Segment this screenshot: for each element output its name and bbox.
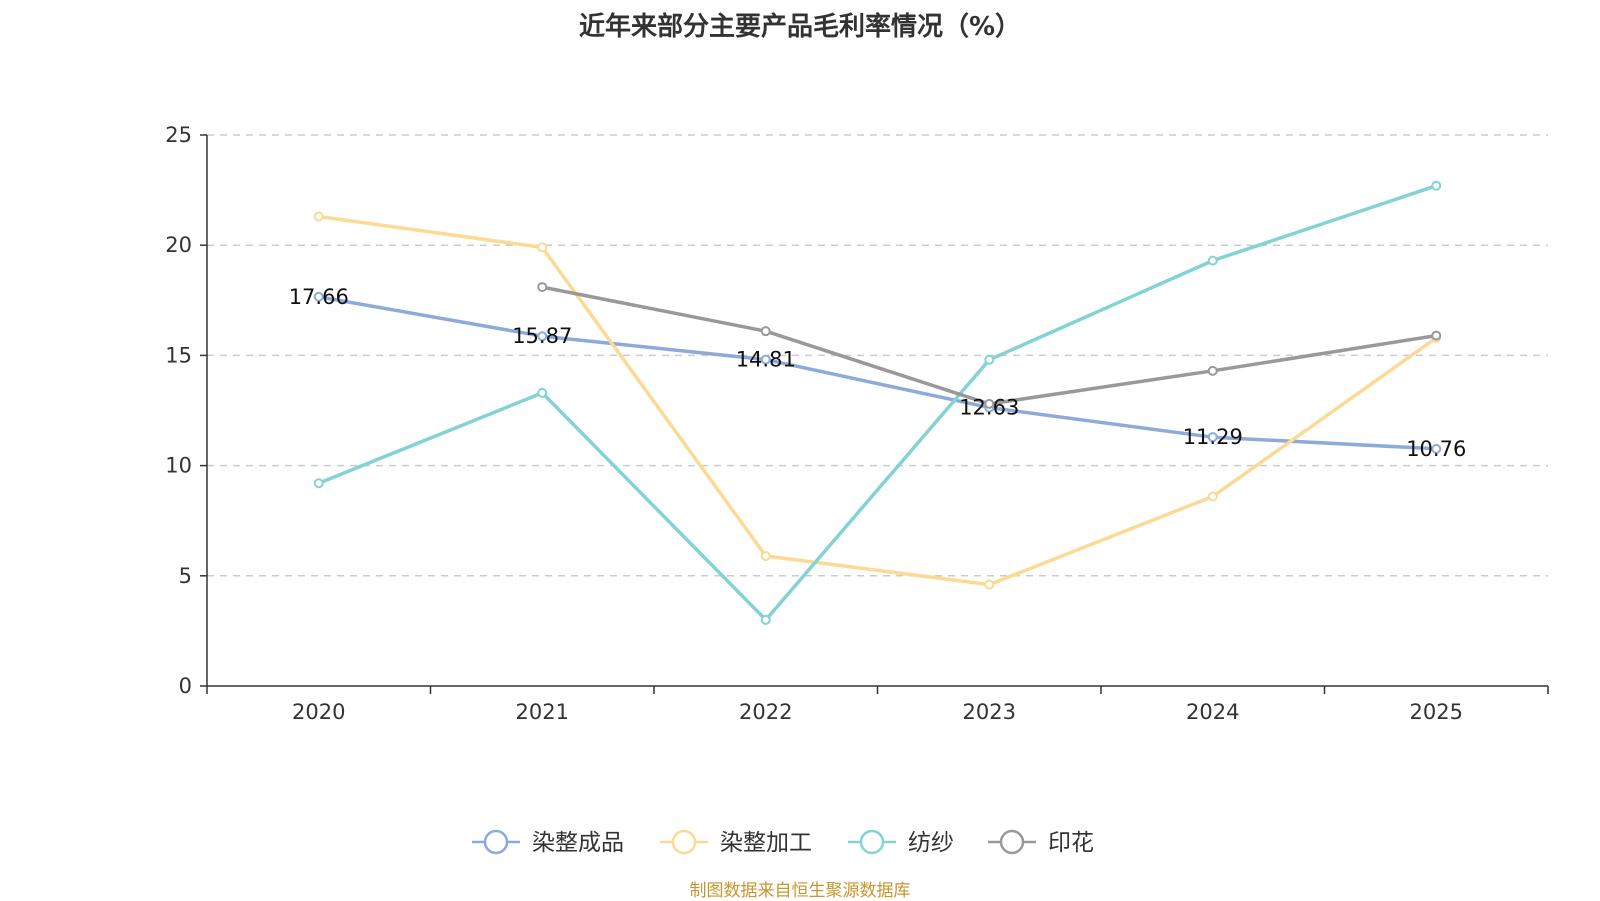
data-point-s4-2024 — [1207, 365, 1218, 376]
legend-label: 印花 — [1048, 830, 1094, 856]
series-line-4 — [540, 285, 1439, 406]
legend-item-3: 纺纱 — [848, 829, 954, 856]
data-point-s3-2020 — [313, 478, 324, 489]
y-tick-label: 15 — [165, 343, 192, 367]
data-labels: 17.66 15.87 14.81 12.63 11.29 10.76 — [289, 285, 1467, 461]
grid-lines — [207, 134, 1548, 577]
series-line-2 — [317, 214, 1439, 587]
series-line-3 — [317, 183, 1439, 622]
data-label-2022: 14.81 — [736, 348, 796, 372]
x-tick-label-2024: 2024 — [1186, 700, 1239, 724]
legend-item-2: 染整加工 — [660, 829, 812, 856]
data-label-2020: 17.66 — [289, 285, 349, 309]
data-point-s3-2024 — [1207, 255, 1218, 266]
data-point-s2-2023 — [984, 579, 995, 590]
x-tick-label-2020: 2020 — [292, 700, 345, 724]
y-tick-label: 10 — [165, 454, 192, 478]
data-point-s1-2024 — [1207, 432, 1218, 443]
data-point-s4-2025 — [1431, 330, 1442, 341]
source-note: 制图数据来自恒生聚源数据库 — [689, 881, 911, 901]
data-point-s2-2021 — [537, 242, 548, 253]
data-point-s4-2022 — [760, 326, 771, 337]
legend: 染整成品 染整加工 纺纱 印花 — [472, 829, 1094, 856]
series-lines — [313, 180, 1442, 625]
data-point-s4-2021 — [537, 282, 548, 293]
x-tick-label-2022: 2022 — [739, 700, 792, 724]
data-point-s2-2024 — [1207, 491, 1218, 502]
data-point-s3-2025 — [1431, 180, 1442, 191]
legend-label: 染整成品 — [532, 830, 624, 856]
data-point-s4-2023 — [984, 398, 995, 409]
data-point-s3-2022 — [760, 614, 771, 625]
data-label-2025: 10.76 — [1406, 437, 1466, 461]
legend-label: 纺纱 — [908, 830, 954, 856]
x-tick-label-2023: 2023 — [963, 700, 1016, 724]
y-tick-label: 5 — [179, 564, 192, 588]
data-label-2024: 11.29 — [1183, 425, 1243, 449]
chart-title: 近年来部分主要产品毛利率情况（%） — [578, 12, 1022, 42]
x-tick-label-2021: 2021 — [516, 700, 569, 724]
data-point-s1-2025 — [1431, 443, 1442, 454]
data-label-2023: 12.63 — [959, 396, 1019, 420]
y-tick-label: 25 — [165, 123, 192, 147]
legend-marker — [483, 829, 509, 855]
legend-marker — [999, 829, 1025, 855]
series-line-1 — [317, 295, 1439, 451]
data-point-s1-2020 — [313, 291, 324, 302]
legend-item-1: 染整成品 — [472, 829, 624, 856]
legend-item-4: 印花 — [988, 829, 1094, 856]
data-point-s2-2020 — [313, 211, 324, 222]
y-tick-label: 20 — [165, 233, 192, 257]
y-tick-label: 0 — [179, 674, 192, 698]
legend-marker — [671, 829, 697, 855]
data-label-2021: 15.87 — [512, 324, 572, 348]
data-point-s1-2021 — [537, 331, 548, 342]
data-point-s3-2023 — [984, 354, 995, 365]
data-point-s2-2022 — [760, 550, 771, 561]
legend-marker — [859, 829, 885, 855]
x-tick-label-2025: 2025 — [1410, 700, 1463, 724]
legend-label: 染整加工 — [720, 830, 812, 856]
data-point-s1-2022 — [760, 354, 771, 365]
data-point-s3-2021 — [537, 387, 548, 398]
